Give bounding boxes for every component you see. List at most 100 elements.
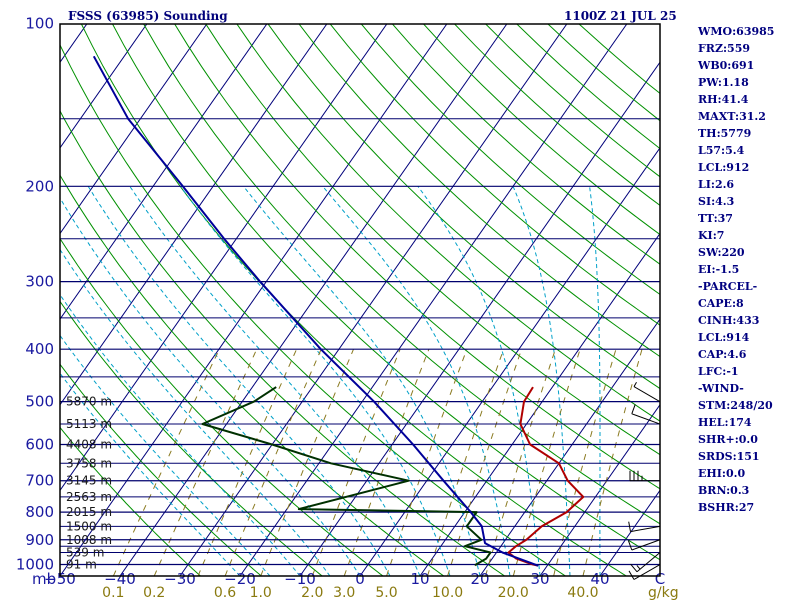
wind-barb-staff (630, 525, 661, 533)
temperature-tick-label: 10 (410, 570, 429, 588)
index-value: TH:5779 (698, 127, 751, 140)
wind-barb-flag (627, 540, 633, 551)
temperature-tick-label: −10 (284, 570, 316, 588)
moist-adiabat-line (512, 186, 571, 576)
dry-adiabat-line (80, 24, 627, 576)
dry-adiabat-line (60, 426, 201, 576)
index-value: BSHR:27 (698, 501, 754, 514)
wind-barb-flag (630, 563, 638, 573)
moist-adiabat-line (589, 186, 601, 576)
index-value: BRN:0.3 (698, 484, 749, 497)
isotherm-line (60, 24, 148, 149)
mixing-ratio-tick-label: 0.6 (214, 585, 236, 600)
index-value: FRZ:559 (698, 42, 750, 55)
index-value: -WIND- (698, 382, 744, 395)
dry-adiabat-line (60, 237, 384, 576)
mixing-ratio-tick-label: 2.0 (301, 585, 323, 600)
dry-adiabat-line (60, 43, 566, 576)
index-value: EHI:0.0 (698, 467, 745, 480)
index-value: LFC:-1 (698, 365, 739, 378)
temperature-tick-label: 40 (590, 570, 609, 588)
temperature-tick-label: −50 (44, 570, 76, 588)
wind-barb (631, 404, 661, 425)
mixing-ratio-tick-label: 5.0 (375, 585, 397, 600)
mixing-ratio-line (197, 348, 298, 576)
height-label: 5870 m (66, 395, 112, 409)
dry-adiabat-line (60, 109, 505, 576)
height-label: 2015 m (66, 505, 112, 519)
pressure-tick-label: 400 (25, 340, 54, 358)
temperature-tick-label: 0 (355, 570, 365, 588)
mixing-ratio-line (224, 348, 322, 576)
pressure-tick-label: 300 (25, 273, 54, 291)
mixing-ratio-tick-label: 40.0 (567, 585, 598, 600)
height-label: 3758 m (66, 456, 112, 470)
height-label: 91 m (66, 558, 97, 572)
mixing-ratio-line (427, 349, 505, 576)
index-value: KI:7 (698, 229, 724, 242)
height-label: 1008 m (66, 533, 112, 547)
dry-adiabat-line (60, 363, 262, 576)
height-label: 4408 m (66, 438, 112, 452)
wind-barb-flag (631, 404, 636, 414)
mixing-ratio-line (153, 348, 258, 576)
dry-adiabat-line (143, 24, 660, 525)
index-value: -PARCEL- (698, 280, 757, 293)
isotherm-line (239, 24, 628, 576)
dry-adiabat-line (174, 24, 660, 490)
moist-adiabat-line (60, 248, 331, 576)
temperature-tick-label: −40 (104, 570, 136, 588)
temperature-tick-label: 20 (470, 570, 489, 588)
dry-adiabat-line (267, 24, 660, 390)
wind-barb-half-flag (633, 382, 637, 387)
index-value: LCL:914 (698, 331, 750, 344)
wind-barb-staff (631, 413, 661, 425)
height-label: 5113 m (66, 417, 112, 431)
dry-adiabat-line (236, 24, 660, 422)
mixing-ratio-line (112, 348, 220, 576)
index-value: SRDS:151 (698, 450, 760, 463)
index-value: EI:-1.5 (698, 263, 739, 276)
index-value: WB0:691 (697, 59, 754, 72)
isotherm-line (60, 24, 328, 406)
isotherm-line (119, 24, 508, 576)
pressure-tick-label: 600 (25, 436, 54, 454)
index-value: RH:41.4 (698, 93, 749, 106)
temperature-tick-label: −20 (224, 570, 256, 588)
wind-barb-staff (631, 539, 661, 551)
wind-barb (633, 382, 661, 403)
plot-frame (59, 23, 661, 577)
index-value: L57:5.4 (698, 144, 745, 157)
height-label: 3145 m (66, 474, 112, 488)
wind-barb-half-flag (636, 565, 641, 570)
wind-barb-flag (628, 570, 635, 580)
isotherm-line (60, 24, 208, 235)
wind-barb (630, 552, 661, 573)
moist-adiabat-line (60, 197, 361, 576)
index-value: SHR+:0.0 (698, 433, 758, 446)
chart-title: FSSS (63985) Sounding (68, 9, 228, 23)
dry-adiabat-line (111, 24, 660, 561)
dewpoint-line (201, 386, 492, 567)
x-axis-label-right: g/kg (648, 585, 679, 600)
index-value: SI:4.3 (698, 195, 734, 208)
pressure-tick-label: 100 (25, 14, 54, 32)
chart-time: 1100Z 21 JUL 25 (564, 9, 677, 23)
isotherm-line (419, 232, 660, 576)
index-value: CAPE:8 (698, 297, 744, 310)
index-value: PW:1.18 (698, 76, 749, 89)
index-value: STM:248/20 (698, 399, 773, 412)
index-value: MAXT:31.2 (698, 110, 766, 123)
moist-adiabat-line (243, 185, 481, 576)
mixing-ratio-tick-label: 20.0 (498, 585, 529, 600)
isotherm-line (179, 24, 568, 576)
isotherm-line (60, 24, 388, 492)
isotherm-line (359, 147, 660, 576)
isotherm-line (60, 24, 448, 576)
pressure-tick-label: 800 (25, 503, 54, 521)
temperature-tick-label: C (655, 570, 665, 588)
index-value: HEL:174 (698, 416, 752, 429)
mixing-ratio-tick-label: 1.0 (250, 585, 272, 600)
